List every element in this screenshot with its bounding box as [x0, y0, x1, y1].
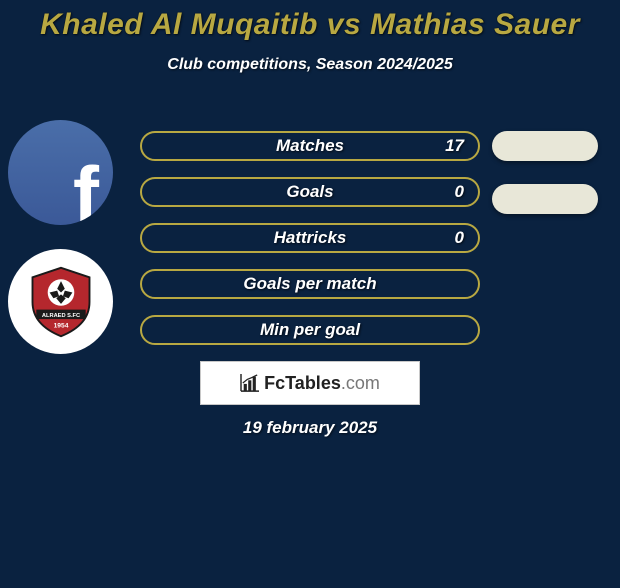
club-year-text: 1954	[53, 322, 68, 329]
compare-pill	[492, 184, 598, 214]
club-badge-icon: ALRAED S.FC 1954	[23, 264, 99, 340]
date-text: 19 february 2025	[0, 418, 620, 438]
stats-column: Matches 17 Goals 0 Hattricks 0 Goals per…	[140, 131, 480, 345]
brand-domain: .com	[341, 373, 380, 393]
stat-label: Min per goal	[260, 320, 360, 340]
stat-label: Matches	[276, 136, 344, 156]
stat-row-matches: Matches 17	[140, 131, 480, 161]
stat-row-min-per-goal: Min per goal	[140, 315, 480, 345]
stat-value: 0	[455, 228, 464, 248]
stat-value: 17	[445, 136, 464, 156]
brand-text: FcTables.com	[264, 373, 380, 394]
compare-pill-column	[492, 131, 598, 214]
club-name-text: ALRAED S.FC	[41, 313, 79, 319]
stat-row-hattricks: Hattricks 0	[140, 223, 480, 253]
avatar-column: f ALRAED S.FC 1954	[8, 120, 113, 354]
stat-row-goals: Goals 0	[140, 177, 480, 207]
stat-label: Goals per match	[243, 274, 376, 294]
stat-label: Goals	[286, 182, 333, 202]
brand-name: FcTables	[264, 373, 341, 393]
compare-pill	[492, 131, 598, 161]
stat-label: Hattricks	[274, 228, 347, 248]
facebook-icon: f	[73, 155, 99, 225]
avatar-player-2: ALRAED S.FC 1954	[8, 249, 113, 354]
page-title: Khaled Al Muqaitib vs Mathias Sauer	[0, 8, 620, 42]
bar-chart-icon	[240, 374, 260, 392]
subtitle: Club competitions, Season 2024/2025	[0, 56, 620, 74]
stat-value: 0	[455, 182, 464, 202]
avatar-player-1: f	[8, 120, 113, 225]
brand-badge: FcTables.com	[200, 361, 420, 405]
stat-row-goals-per-match: Goals per match	[140, 269, 480, 299]
